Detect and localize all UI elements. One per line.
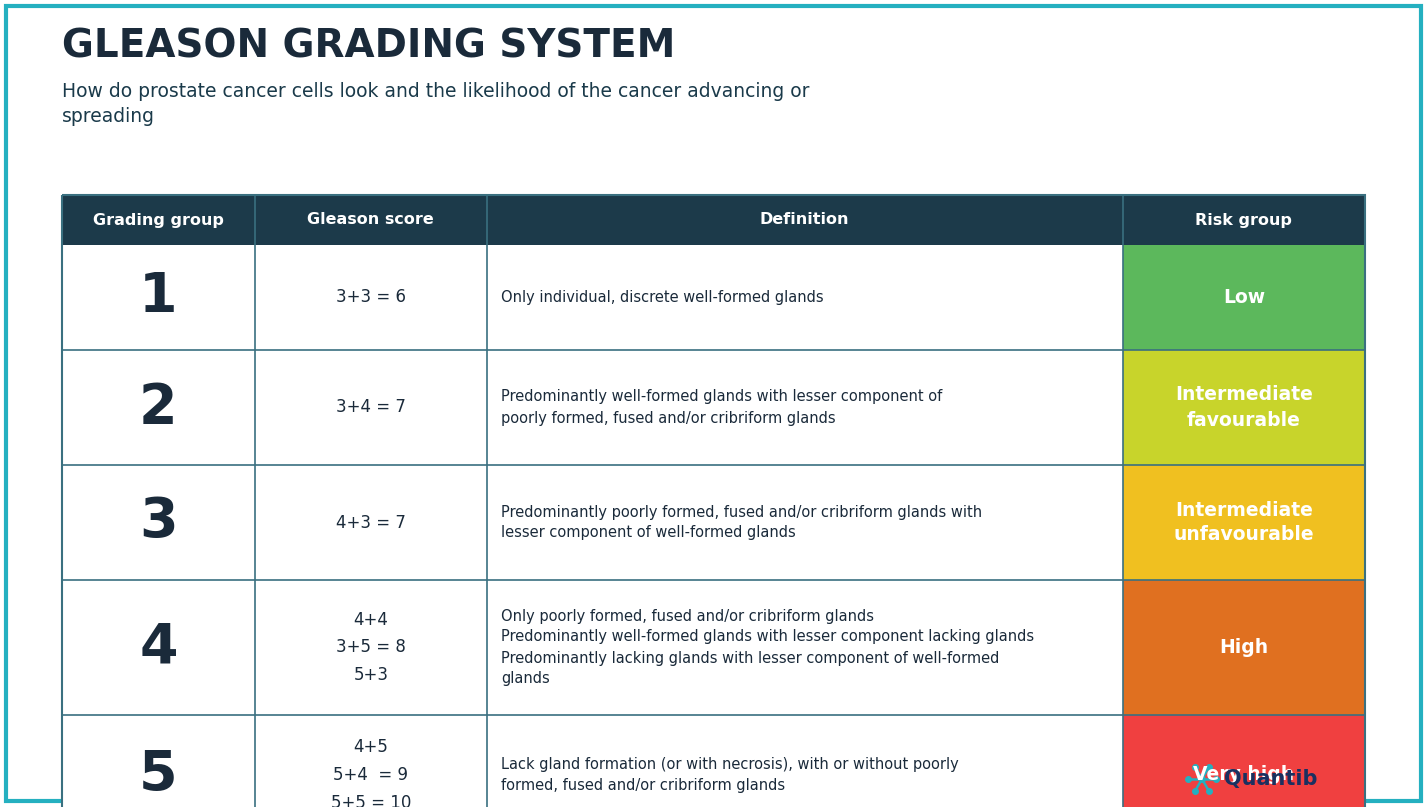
Bar	[61, 465, 1366, 580]
Text: How do prostate cancer cells look and the likelihood of the cancer advancing or
: How do prostate cancer cells look and th…	[61, 82, 809, 126]
Text: Only individual, discrete well-formed glands: Only individual, discrete well-formed gl…	[501, 290, 823, 305]
Text: Predominantly poorly formed, fused and/or cribriform glands with
lesser componen: Predominantly poorly formed, fused and/o…	[501, 504, 982, 541]
Text: 4+4
3+5 = 8
5+3: 4+4 3+5 = 8 5+3	[335, 611, 405, 684]
Bar	[61, 580, 1366, 715]
Bar	[1123, 465, 1366, 580]
Text: 4: 4	[140, 621, 178, 675]
Text: 1: 1	[138, 270, 178, 324]
Text: 3: 3	[138, 495, 178, 550]
Text: Low: Low	[1223, 288, 1264, 307]
Text: Intermediate
favourable: Intermediate favourable	[1174, 386, 1313, 429]
Text: Intermediate
unfavourable: Intermediate unfavourable	[1173, 500, 1314, 545]
Text: 3+3 = 6: 3+3 = 6	[335, 288, 405, 307]
Text: Quantib: Quantib	[1224, 769, 1317, 789]
Text: 4+3 = 7: 4+3 = 7	[335, 513, 405, 532]
Bar	[61, 195, 1366, 245]
Bar	[1123, 715, 1366, 807]
Bar	[61, 195, 1366, 807]
Bar	[61, 245, 1366, 350]
Text: Gleason score: Gleason score	[307, 212, 434, 228]
Text: Very high: Very high	[1193, 766, 1294, 784]
Bar	[61, 350, 1366, 465]
Text: 5: 5	[138, 748, 178, 802]
Text: 2: 2	[138, 380, 178, 434]
Text: Definition: Definition	[761, 212, 849, 228]
Text: Lack gland formation (or with necrosis), with or without poorly
formed, fused an: Lack gland formation (or with necrosis),…	[501, 757, 959, 793]
Bar	[61, 715, 1366, 807]
Text: 4+5
5+4  = 9
5+5 = 10: 4+5 5+4 = 9 5+5 = 10	[331, 738, 411, 807]
Text: 3+4 = 7: 3+4 = 7	[335, 399, 405, 416]
Text: GLEASON GRADING SYSTEM: GLEASON GRADING SYSTEM	[61, 28, 675, 66]
Bar	[1123, 350, 1366, 465]
Bar	[1123, 580, 1366, 715]
Text: Only poorly formed, fused and/or cribriform glands
Predominantly well-formed gla: Only poorly formed, fused and/or cribrif…	[501, 608, 1035, 687]
Text: Risk group: Risk group	[1196, 212, 1293, 228]
Bar	[1123, 245, 1366, 350]
Text: Predominantly well-formed glands with lesser component of
poorly formed, fused a: Predominantly well-formed glands with le…	[501, 390, 942, 425]
Text: High: High	[1219, 638, 1269, 657]
Text: Grading group: Grading group	[93, 212, 224, 228]
